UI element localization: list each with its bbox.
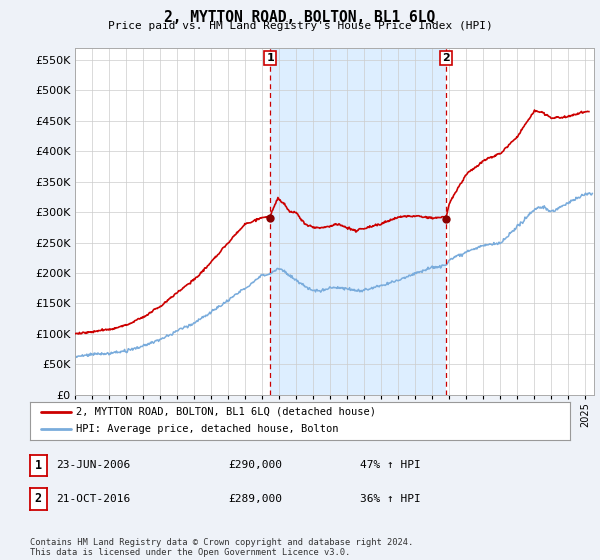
Text: 36% ↑ HPI: 36% ↑ HPI (360, 494, 421, 504)
Text: 2, MYTTON ROAD, BOLTON, BL1 6LQ: 2, MYTTON ROAD, BOLTON, BL1 6LQ (164, 10, 436, 25)
Text: HPI: Average price, detached house, Bolton: HPI: Average price, detached house, Bolt… (76, 424, 338, 435)
Text: 2, MYTTON ROAD, BOLTON, BL1 6LQ (detached house): 2, MYTTON ROAD, BOLTON, BL1 6LQ (detache… (76, 407, 376, 417)
Text: 23-JUN-2006: 23-JUN-2006 (56, 460, 130, 470)
Text: £289,000: £289,000 (228, 494, 282, 504)
Text: Price paid vs. HM Land Registry's House Price Index (HPI): Price paid vs. HM Land Registry's House … (107, 21, 493, 31)
Text: Contains HM Land Registry data © Crown copyright and database right 2024.
This d: Contains HM Land Registry data © Crown c… (30, 538, 413, 557)
Text: 47% ↑ HPI: 47% ↑ HPI (360, 460, 421, 470)
Text: £290,000: £290,000 (228, 460, 282, 470)
Text: 2: 2 (35, 492, 42, 506)
Text: 1: 1 (35, 459, 42, 472)
Text: 21-OCT-2016: 21-OCT-2016 (56, 494, 130, 504)
Bar (270, 48, 446, 395)
Text: 1: 1 (266, 53, 274, 63)
Text: 2: 2 (442, 53, 450, 63)
